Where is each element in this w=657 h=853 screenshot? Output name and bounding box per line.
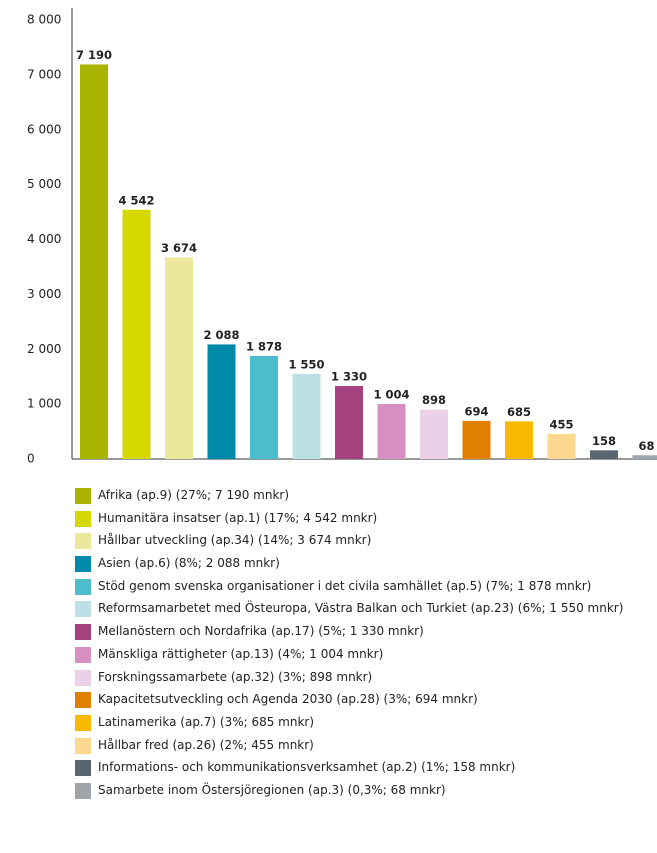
bar (420, 409, 448, 459)
legend-swatch (75, 646, 91, 663)
value-label: 3 674 (161, 241, 197, 255)
legend-label: Samarbete inom Östersjöregionen (ap.3) (… (98, 782, 446, 797)
value-label: 68 (638, 439, 654, 453)
value-label: 4 542 (118, 193, 154, 207)
legend-label: Reformsamarbetet med Östeuropa, Västra B… (98, 601, 624, 616)
legend-swatch (75, 533, 91, 550)
legend-item: Mänskliga rättigheter (ap.13) (4%; 1 004… (75, 646, 657, 669)
bar (590, 450, 618, 459)
legend-item: Kapacitetsutveckling och Agenda 2030 (ap… (75, 691, 657, 714)
value-label: 7 190 (76, 48, 112, 62)
y-tick-label: 4 000 (27, 232, 61, 246)
value-label: 1 550 (288, 357, 324, 371)
legend-swatch (75, 714, 91, 731)
value-label: 694 (464, 404, 488, 418)
legend-item: Hållbar utveckling (ap.34) (14%; 3 674 m… (75, 532, 657, 555)
legend-swatch (75, 624, 91, 641)
legend-item: Forskningssamarbete (ap.32) (3%; 898 mnk… (75, 669, 657, 692)
bar (122, 209, 151, 459)
y-tick-label: 1 000 (27, 397, 61, 411)
legend: Afrika (ap.9) (27%; 7 190 mnkr) Humanitär… (75, 487, 657, 805)
bar (377, 403, 406, 459)
y-tick-label: 3 000 (27, 287, 61, 301)
legend-label: Mellanöstern och Nordafrika (ap.17) (5%;… (98, 624, 424, 639)
legend-label: Kapacitetsutveckling och Agenda 2030 (ap… (98, 692, 478, 707)
bar (632, 455, 657, 459)
legend-label: Informations- och kommunikationsverksamh… (98, 760, 516, 775)
legend-swatch (75, 737, 91, 754)
bar (547, 434, 576, 459)
bar (250, 355, 278, 459)
bar (505, 421, 533, 459)
legend-swatch (75, 578, 91, 595)
value-label: 1 878 (246, 339, 282, 353)
legend-swatch (75, 760, 91, 777)
value-label: 898 (422, 393, 446, 407)
legend-label: Mänskliga rättigheter (ap.13) (4%; 1 004… (98, 646, 384, 661)
y-tick-label: 5 000 (27, 177, 61, 191)
value-label: 1 004 (373, 387, 409, 401)
legend-label: Asien (ap.6) (8%; 2 088 mnkr) (98, 556, 280, 571)
legend-label: Hållbar fred (ap.26) (2%; 455 mnkr) (98, 737, 314, 752)
y-tick-label: 6 000 (27, 122, 61, 136)
legend-swatch (75, 782, 91, 799)
legend-item: Latinamerika (ap.7) (3%; 685 mnkr) (75, 714, 657, 737)
value-label: 158 (592, 434, 616, 448)
y-tick-label: 0 (27, 452, 35, 466)
legend-item: Samarbete inom Östersjöregionen (ap.3) (… (75, 782, 657, 805)
y-tick-label: 2 000 (27, 342, 61, 356)
bar (165, 257, 193, 459)
bar (207, 344, 236, 459)
value-label: 2 088 (203, 328, 239, 342)
y-tick-label: 8 000 (27, 13, 61, 27)
legend-item: Hållbar fred (ap.26) (2%; 455 mnkr) (75, 737, 657, 760)
legend-item: Reformsamarbetet med Östeuropa, Västra B… (75, 600, 657, 623)
legend-label: Humanitära insatser (ap.1) (17%; 4 542 m… (98, 510, 378, 525)
legend-item: Afrika (ap.9) (27%; 7 190 mnkr) (75, 487, 657, 510)
legend-swatch (75, 669, 91, 686)
value-label: 1 330 (331, 370, 367, 384)
y-tick-label: 7 000 (27, 67, 61, 81)
chart: 0 1 000 2 000 3 000 4 000 5 000 6 000 7 000 8 00… (27, 8, 657, 466)
legend-swatch (75, 692, 91, 709)
legend-swatch (75, 510, 91, 527)
bar (462, 420, 491, 459)
legend-item: Mellanöstern och Nordafrika (ap.17) (5%;… (75, 623, 657, 646)
bar (292, 373, 321, 459)
bar (80, 64, 108, 459)
value-label: 455 (549, 418, 573, 432)
bar (335, 386, 363, 459)
value-label: 685 (507, 405, 531, 419)
legend-item: Informations- och kommunikationsverksamh… (75, 759, 657, 782)
legend-item: Humanitära insatser (ap.1) (17%; 4 542 m… (75, 510, 657, 533)
legend-label: Hållbar utveckling (ap.34) (14%; 3 674 m… (98, 533, 372, 548)
legend-item: Asien (ap.6) (8%; 2 088 mnkr) (75, 555, 657, 578)
legend-label: Afrika (ap.9) (27%; 7 190 mnkr) (98, 488, 290, 502)
legend-item: Stöd genom svenska organisationer i det … (75, 578, 657, 601)
legend-label: Stöd genom svenska organisationer i det … (98, 578, 592, 593)
legend-swatch (75, 488, 91, 504)
legend-label: Latinamerika (ap.7) (3%; 685 mnkr) (98, 714, 315, 729)
legend-swatch (75, 601, 91, 618)
legend-swatch (75, 556, 91, 573)
legend-label: Forskningssamarbete (ap.32) (3%; 898 mnk… (98, 669, 373, 684)
